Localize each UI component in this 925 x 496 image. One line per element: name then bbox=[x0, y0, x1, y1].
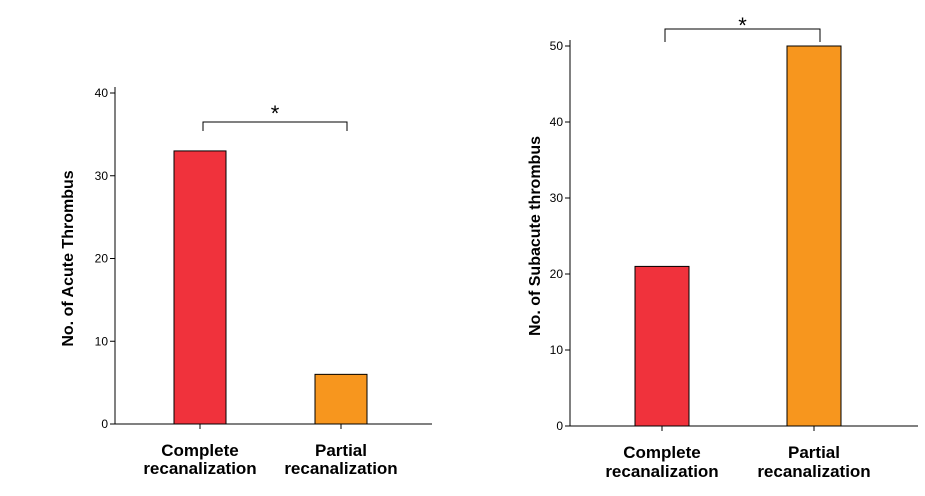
bar-complete bbox=[634, 265, 690, 427]
significance-bracket bbox=[202, 121, 348, 131]
y-axis-title: No. of Acute Thrombus bbox=[60, 170, 77, 346]
y-tick-label: 0 bbox=[556, 419, 563, 433]
x-tick-label: recanalization bbox=[143, 459, 256, 478]
significance-marker: * bbox=[271, 101, 280, 126]
x-tick-label: recanalization bbox=[757, 462, 870, 481]
y-tick-label: 20 bbox=[95, 252, 109, 266]
y-tick-label: 50 bbox=[550, 39, 564, 53]
x-tick-label: Partial bbox=[788, 443, 840, 462]
y-tick-label: 0 bbox=[101, 417, 108, 431]
x-tick-label: recanalization bbox=[605, 462, 718, 481]
bar-partial bbox=[314, 373, 368, 425]
y-tick-label: 20 bbox=[550, 267, 564, 281]
bar-partial bbox=[786, 45, 842, 427]
y-tick-label: 10 bbox=[550, 343, 564, 357]
y-tick-label: 30 bbox=[95, 169, 109, 183]
y-tick-label: 10 bbox=[95, 334, 109, 348]
y-axis-title: No. of Subacute thrombus bbox=[527, 136, 544, 336]
y-tick-label: 40 bbox=[95, 86, 109, 100]
x-tick-label: Partial bbox=[315, 441, 367, 460]
chart-subacute: 0 10 20 30 40 50 No. of Subacute thrombus Compl… bbox=[527, 13, 918, 481]
x-tick-label: recanalization bbox=[284, 459, 397, 478]
y-tick-label: 40 bbox=[550, 115, 564, 129]
x-tick-label: Complete bbox=[161, 441, 238, 460]
y-tick-label: 30 bbox=[550, 191, 564, 205]
significance-bracket bbox=[664, 28, 821, 42]
bar-complete bbox=[173, 150, 227, 425]
significance-marker: * bbox=[738, 13, 747, 38]
x-tick-label: Complete bbox=[623, 443, 700, 462]
